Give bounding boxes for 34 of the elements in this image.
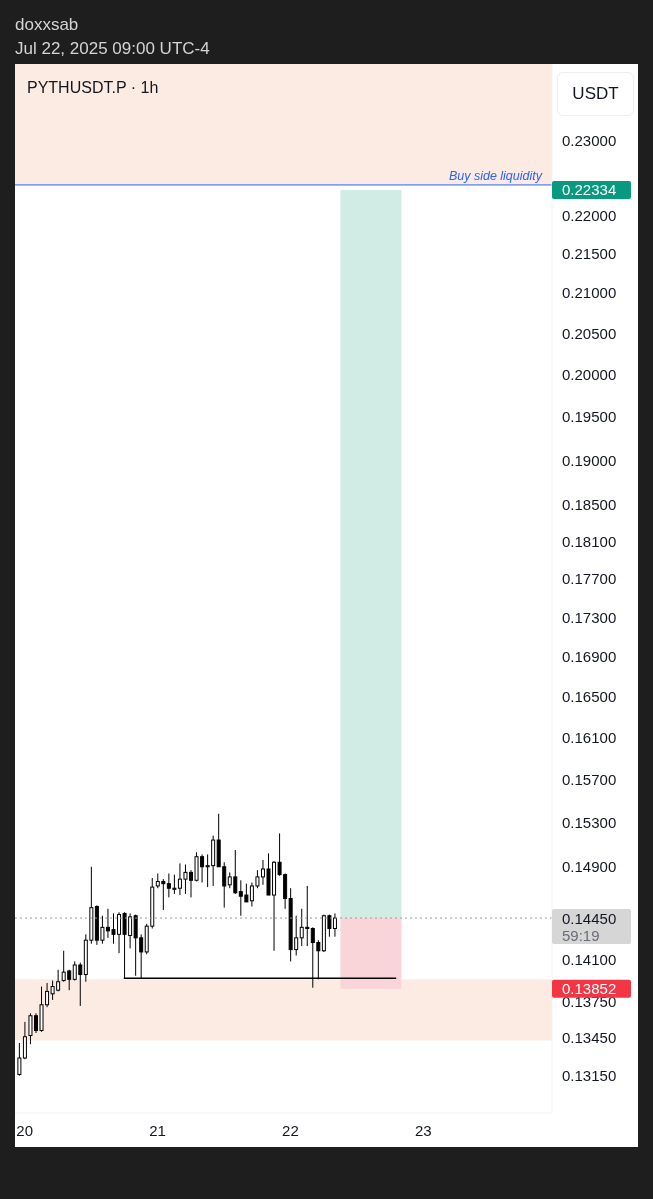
y-tick-label: 0.15300 [562,813,617,831]
y-tick-label: 0.15700 [562,770,617,788]
y-tick-label: 0.16500 [562,687,617,705]
text: 59:19 [562,926,600,944]
ref-line-label: Buy side liquidity [448,168,543,183]
y-tick-label: 0.13852 [562,980,617,998]
y-tick-label: 0.17700 [562,570,617,588]
text: doxxsab [15,14,79,36]
y-tick-label: 0.20000 [562,365,617,383]
y-tick-label: 0.14900 [562,858,617,876]
y-tick-label: 0.22000 [562,206,617,224]
y-axis-title: USDT [557,72,634,116]
y-tick-label: 0.13450 [562,1029,617,1047]
y-tick-label: 0.19000 [562,451,617,469]
y-tick-label: 0.16900 [562,647,617,665]
y-tick-label: 0.21500 [562,245,617,263]
y-tick-label: 0.23000 [562,132,617,150]
x-tick-label: 22 [282,1121,299,1139]
text: Jul 22, 2025 09:00 UTC-4 [15,38,210,60]
y-tick-label: 0.22334 [562,181,617,199]
x-tick-label: 20 [16,1121,34,1139]
x-tick-label: 21 [149,1121,166,1139]
y-tick-label: 0.13150 [562,1067,617,1085]
y-tick-label: 0.20500 [562,324,617,342]
y-tick-label: 0.18100 [562,532,617,550]
y-tick-label: 0.18500 [562,496,617,514]
y-tick-label: 0.17300 [562,608,617,626]
x-tick-label: 23 [414,1121,432,1139]
y-tick-label: 0.16100 [562,728,617,746]
text: PYTHUSDT.P · 1h [27,79,159,97]
y-tick-label: 0.21000 [562,284,617,302]
y-tick-label: 0.19500 [562,408,617,426]
y-tick-label: 0.14450 [562,909,617,927]
y-tick-label: 0.14100 [562,950,617,968]
